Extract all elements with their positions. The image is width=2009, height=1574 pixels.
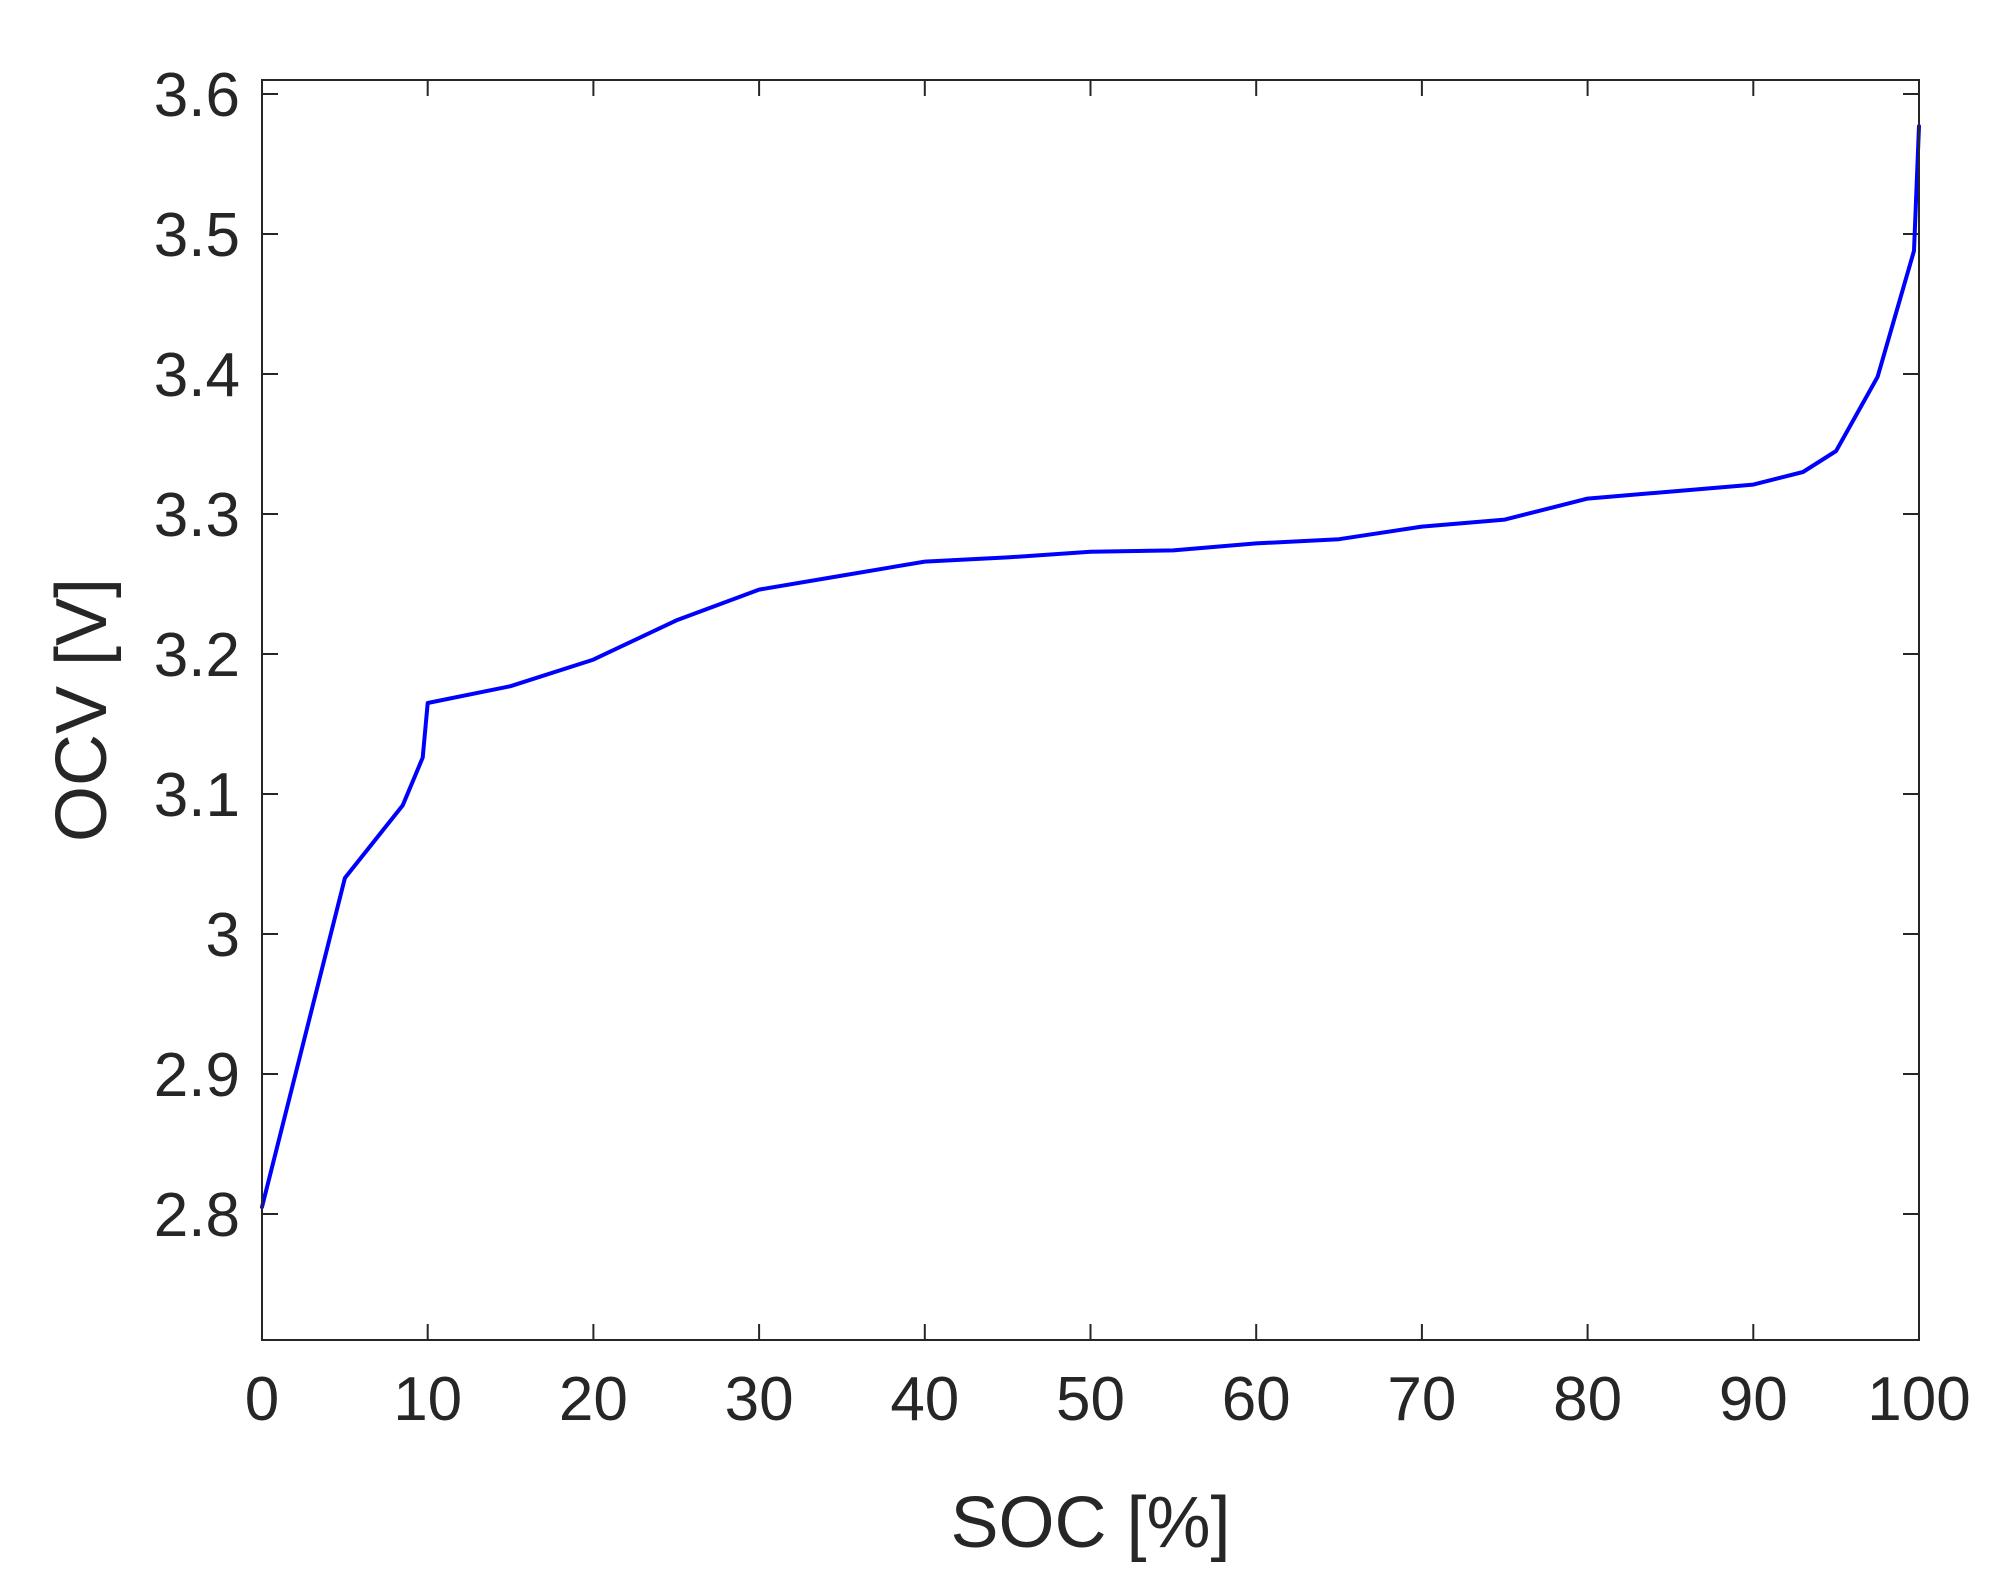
y-tick-label: 3.2 [154,621,240,690]
y-tick-label: 2.8 [154,1181,240,1250]
x-tick-label: 0 [245,1365,279,1434]
x-tick-label: 80 [1553,1365,1622,1434]
x-tick-label: 50 [1056,1365,1125,1434]
y-tick-label: 3.4 [154,341,240,410]
x-tick-label: 20 [559,1365,628,1434]
x-axis-label: SOC [%] [950,1483,1230,1563]
series-layer [260,124,1921,1209]
x-tick-label: 90 [1719,1365,1788,1434]
y-tick-label: 3.6 [154,61,240,130]
y-tick-label: 3 [206,901,240,970]
x-tick-label: 30 [725,1365,794,1434]
x-tick-labels: 0 10 20 30 40 50 60 70 80 90 100 [245,1365,1971,1434]
y-tick-label: 3.1 [154,761,240,830]
x-tick-label: 100 [1867,1365,1970,1434]
x-tick-label: 70 [1387,1365,1456,1434]
y-axis-label: OCV [V] [42,578,122,842]
axes-box [261,79,1920,1341]
x-tick-label: 60 [1222,1365,1291,1434]
series-line [260,124,1921,1209]
y-tick-label: 3.5 [154,201,240,270]
x-tick-label: 40 [890,1365,959,1434]
y-tick-label: 2.9 [154,1041,240,1110]
x-tick-label: 10 [393,1365,462,1434]
y-tick-labels: 2.8 2.9 3 3.1 3.2 3.3 3.4 3.5 3.6 [154,61,240,1250]
plot-area [262,80,1919,1340]
y-tick-label: 3.3 [154,481,240,550]
